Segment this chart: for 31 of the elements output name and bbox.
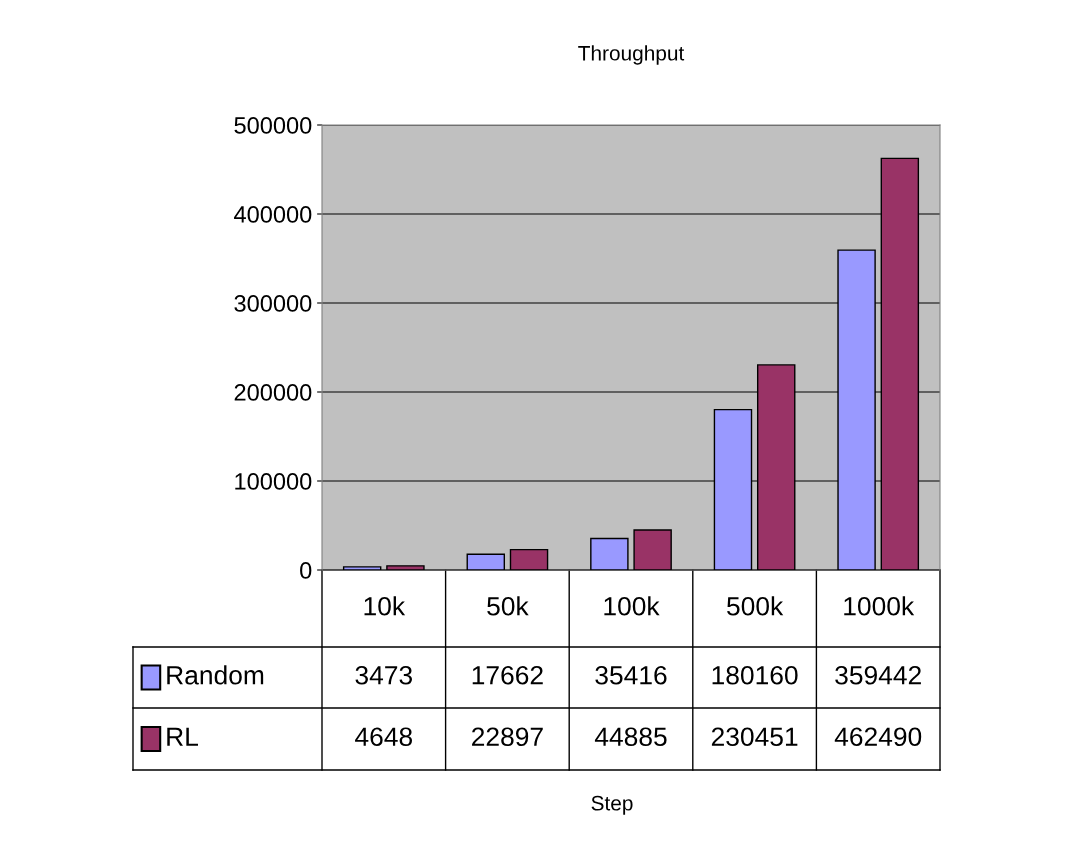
legend-label: RL <box>167 727 198 746</box>
x-tick-label: 100k <box>604 596 660 616</box>
bar <box>509 548 549 570</box>
data-label: 359442 <box>835 665 921 685</box>
chart-title: Throughput <box>578 45 685 65</box>
y-tick-label: 400000 <box>234 206 312 223</box>
bar <box>386 565 425 570</box>
data-label: 4648 <box>355 727 413 747</box>
data-label: 35416 <box>595 665 667 685</box>
bar <box>342 566 382 570</box>
y-tick-label: 200000 <box>234 384 312 401</box>
bar <box>466 553 506 570</box>
data-label: 17662 <box>472 665 543 685</box>
y-tick-label: 0 <box>300 562 312 579</box>
data-label: 180160 <box>712 665 798 685</box>
y-tick-label: 300000 <box>234 295 312 312</box>
data-label: 44885 <box>594 727 667 747</box>
x-tick-label: 1000k <box>844 596 915 616</box>
x-tick-label: 500k <box>727 596 784 616</box>
data-label: 22897 <box>472 727 543 747</box>
data-label: 230451 <box>711 727 798 747</box>
x-tick-label: 50k <box>487 596 529 616</box>
bar <box>633 529 672 570</box>
text: Step <box>591 795 633 815</box>
data-label: 462490 <box>834 727 922 747</box>
y-tick-label: 500000 <box>234 117 312 134</box>
legend-label: Random <box>167 665 264 685</box>
data-label: 3473 <box>355 665 412 685</box>
x-tick-label: 10k <box>364 596 406 616</box>
y-tick-label: 100000 <box>235 473 312 490</box>
bar <box>590 537 629 570</box>
